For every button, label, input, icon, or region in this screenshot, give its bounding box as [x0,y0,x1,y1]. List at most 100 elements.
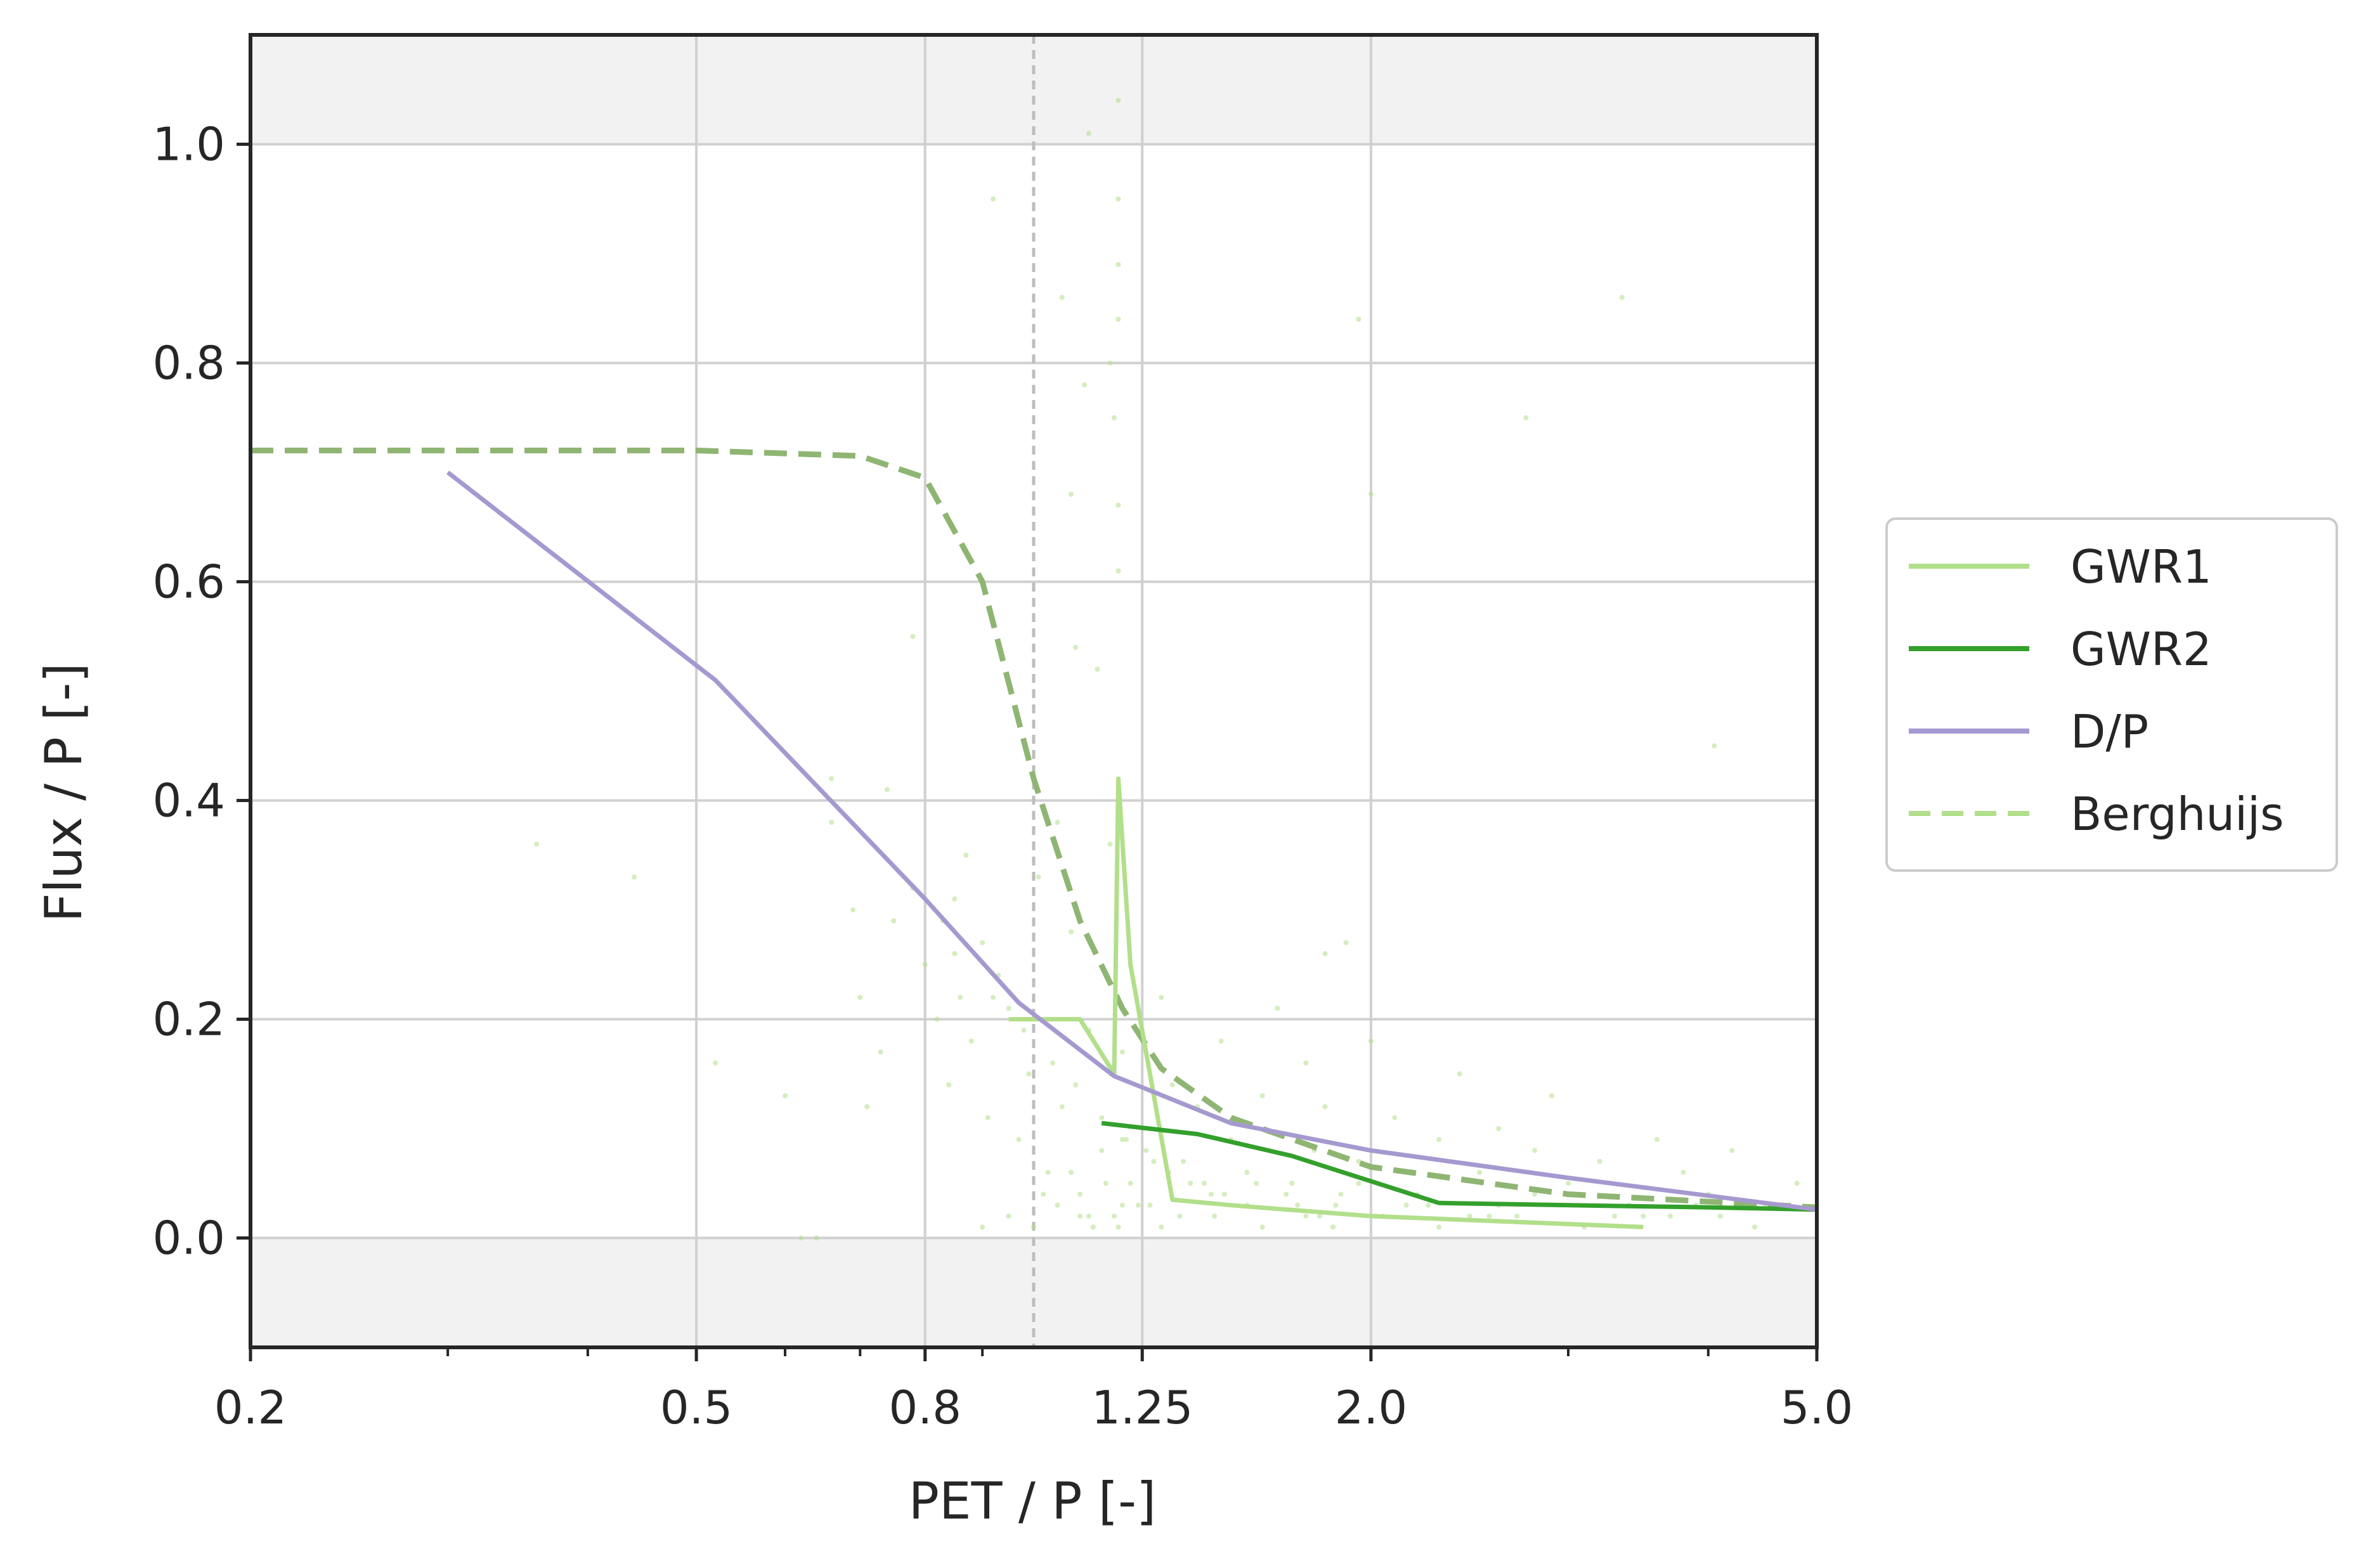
scatter-point [963,852,969,858]
scatter-point [1115,568,1121,574]
scatter-point [1202,1181,1207,1186]
legend-label: D/P [2070,705,2148,758]
scatter-point [1099,1115,1105,1120]
scatter-point [1303,1060,1309,1066]
scatter-point [1077,1214,1083,1219]
series-line-d-p [446,470,1817,1212]
scatter-point [864,1104,870,1110]
scatter-point [1069,491,1074,497]
scatter-point [1244,1170,1250,1175]
scatter-point [1177,1214,1183,1219]
x-tick-label: 0.8 [889,1381,962,1434]
series-line-gwr2 [1101,1120,1817,1212]
scatter-point [1055,820,1060,825]
scatter-point [857,995,863,1000]
scatter-point [1059,295,1065,300]
scatter-point [1099,1148,1105,1153]
scatter-point [922,962,928,968]
scatter-point [1619,295,1625,300]
scatter-point [1112,1214,1117,1219]
scatter-point [1128,1181,1133,1186]
scatter-point [1717,1214,1723,1219]
scatter-point [1295,1202,1301,1208]
scatter-point [1073,645,1079,650]
scatter-point [1566,1181,1571,1186]
scatter-point [1119,1202,1125,1208]
scatter-point [1077,1191,1083,1197]
y-axis-label: Flux / P [-] [34,663,93,922]
scatter-point [1794,1181,1800,1186]
scatter-point [713,1060,718,1066]
scatter-point [1356,1158,1362,1164]
scatter-point [1090,1224,1096,1230]
scatter-point [1368,1039,1374,1044]
legend-box [1885,517,2338,872]
scatter-point [1026,1071,1032,1077]
scatter-point [1322,951,1328,956]
scatter-point [814,1235,819,1241]
scatter-point [1549,1093,1555,1099]
scatter-point [968,1039,974,1044]
scatter-point [1356,316,1362,322]
scatter-point [829,820,835,825]
scatter-point [1147,1202,1153,1208]
x-axis-label: PET / P [-] [909,1472,1156,1531]
scatter-point [934,1016,940,1022]
scatter-point [1115,1224,1121,1230]
scatter-point [1467,1214,1472,1219]
scatter-point [632,874,637,880]
scatter-point [1006,1214,1011,1219]
scatter-point [1115,316,1121,322]
y-tick-label: 0.4 [152,774,225,827]
scatter-point [798,1235,804,1241]
legend: GWR1 GWR2 D/P Berghuijs [1885,517,2338,872]
scatter-point [991,995,996,1000]
scatter-point [1275,1006,1280,1011]
scatter-point [850,907,856,912]
scatter-point [1218,1039,1224,1044]
scatter-point [1436,1224,1442,1230]
scatter-point [1050,1060,1056,1066]
scatter-point [1356,1181,1362,1186]
scatter-point [1069,1170,1074,1175]
y-tick-label: 0.0 [152,1212,225,1265]
scatter-point [946,1082,952,1087]
scatter-point [1284,1191,1289,1197]
scatter-point [1532,1148,1538,1153]
x-tick-label: 5.0 [1781,1381,1854,1434]
scatter-point [1073,1082,1079,1087]
x-tick-label: 1.25 [1091,1381,1193,1434]
scatter-point [1403,1202,1409,1208]
y-tick-label: 0.8 [152,337,225,390]
scatter-point [1680,1170,1686,1175]
scatter-point [980,1224,985,1230]
scatter-point [1712,743,1717,749]
scatter-layer [534,98,1800,1241]
scatter-point [1729,1148,1735,1153]
scatter-point [1523,415,1529,420]
scatter-point [1457,1071,1462,1077]
scatter-point [952,896,958,902]
scatter-point [1143,1148,1149,1153]
scatter-point [1021,1027,1027,1033]
legend-label: GWR1 [2070,540,2212,593]
scatter-point [1322,1104,1328,1110]
scatter-point [1036,874,1041,880]
scatter-point [1641,1214,1646,1219]
series-line-gwr1 [1008,776,1644,1229]
scatter-point [1045,1170,1051,1175]
scatter-point [1303,1214,1309,1219]
legend-label: GWR2 [2070,623,2212,676]
scatter-point [1752,1224,1757,1230]
scatter-point [991,196,996,202]
scatter-point [1254,1181,1259,1186]
scatter-point [1119,1137,1125,1143]
scatter-point [534,841,540,847]
series-lines-layer [250,448,1817,1229]
scatter-point [1103,1181,1108,1186]
x-tick-label: 2.0 [1335,1381,1408,1434]
scatter-point [1667,1214,1673,1219]
scatter-point [1031,1224,1036,1230]
scatter-point [1107,841,1113,847]
